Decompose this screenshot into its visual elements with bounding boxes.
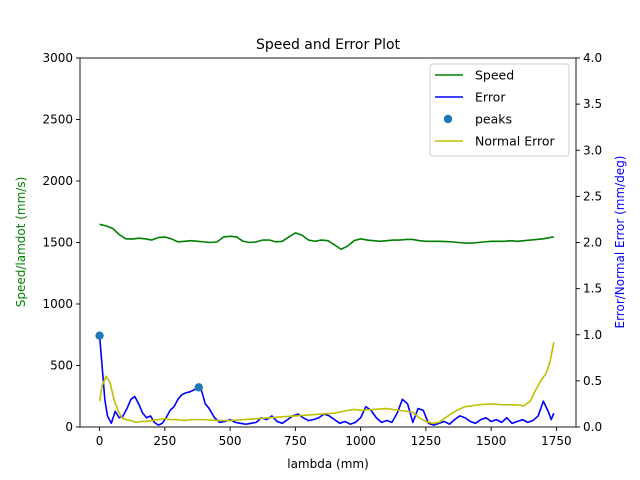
error-line [98, 335, 555, 426]
normal-error-line [98, 341, 555, 425]
y-left-tick-label: 0 [65, 420, 73, 434]
chart-title: Speed and Error Plot [256, 37, 401, 53]
x-tick-label: 0 [96, 434, 104, 448]
y-right-tick-label: 3.0 [583, 143, 602, 157]
y-left-tick-label: 3000 [42, 51, 73, 65]
y-right-tick-label: 2.0 [583, 236, 602, 250]
x-tick-label: 250 [153, 434, 176, 448]
legend-label: Error [475, 90, 506, 105]
y-right-tick-label: 4.0 [583, 51, 602, 65]
x-tick-label: 1000 [345, 434, 376, 448]
x-tick-label: 500 [219, 434, 242, 448]
y-axis-right-label: Error/Normal Error (mm/deg) [613, 156, 627, 329]
peaks-point [194, 383, 203, 392]
y-right-tick-label: 0.0 [583, 420, 602, 434]
x-tick-label: 1500 [476, 434, 507, 448]
y-left-tick-label: 2000 [42, 174, 73, 188]
x-axis-label: lambda (mm) [287, 457, 369, 471]
y-right-tick-label: 1.0 [583, 328, 602, 342]
y-left-tick-label: 2500 [42, 113, 73, 127]
y-right-tick-label: 3.5 [583, 97, 602, 111]
legend-marker-peaks [443, 114, 453, 124]
y-right-tick-label: 1.5 [583, 282, 602, 296]
axes-layer: 0 250 500 750 1000 1250 1500 1750 0 500 1000 1500 20… [42, 51, 602, 448]
speed-line [99, 223, 554, 251]
legend: Speed Error peaks Normal Error [429, 63, 570, 157]
x-tick-label: 1250 [411, 434, 442, 448]
peaks-point [95, 331, 104, 340]
y-left-tick-label: 1000 [42, 297, 73, 311]
x-tick-label: 750 [284, 434, 307, 448]
series-layer [95, 223, 555, 426]
x-tick-label: 1750 [541, 434, 572, 448]
legend-label: peaks [475, 112, 512, 127]
legend-box [429, 63, 570, 157]
legend-label: Normal Error [475, 134, 556, 149]
legend-label: Speed [475, 68, 514, 83]
y-left-tick-label: 500 [50, 359, 73, 373]
y-axis-left-label: Speed/lamdot (mm/s) [14, 177, 28, 308]
y-left-tick-label: 1500 [42, 236, 73, 250]
y-right-tick-label: 2.5 [583, 189, 602, 203]
y-right-tick-label: 0.5 [583, 374, 602, 388]
